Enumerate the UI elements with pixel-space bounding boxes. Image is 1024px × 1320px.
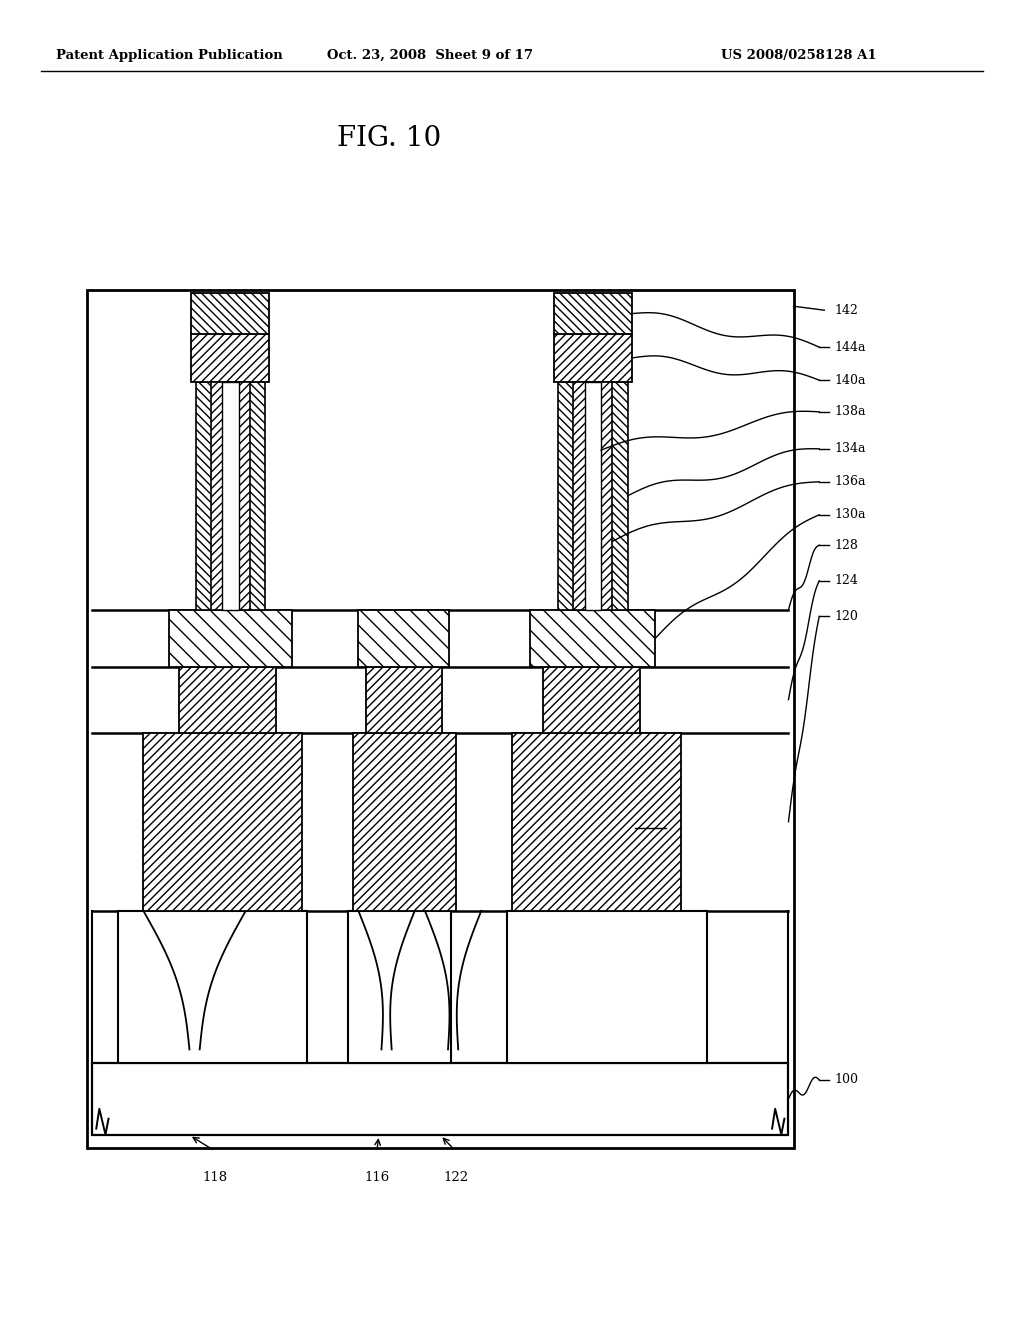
Bar bbox=[558, 381, 628, 610]
Text: 140a: 140a bbox=[835, 374, 866, 387]
Text: 120: 120 bbox=[835, 610, 858, 623]
Bar bbox=[191, 293, 269, 334]
Text: 124: 124 bbox=[835, 574, 858, 587]
Bar bbox=[87, 290, 794, 1148]
Text: 142: 142 bbox=[835, 304, 858, 317]
Bar bbox=[507, 911, 707, 1063]
Bar bbox=[573, 381, 612, 610]
Text: 136a: 136a bbox=[835, 475, 866, 488]
Bar bbox=[143, 733, 302, 911]
Bar bbox=[211, 381, 250, 610]
Text: 144a: 144a bbox=[835, 341, 866, 354]
Text: Oct. 23, 2008  Sheet 9 of 17: Oct. 23, 2008 Sheet 9 of 17 bbox=[327, 49, 534, 62]
Text: 100: 100 bbox=[835, 1073, 858, 1086]
Bar bbox=[118, 911, 307, 1063]
Text: 134a: 134a bbox=[835, 442, 866, 455]
Bar bbox=[554, 293, 632, 334]
Text: 103: 103 bbox=[635, 812, 658, 825]
Bar bbox=[358, 610, 449, 667]
Bar bbox=[222, 381, 239, 610]
Bar bbox=[169, 610, 292, 667]
Bar bbox=[348, 911, 451, 1063]
Text: US 2008/0258128 A1: US 2008/0258128 A1 bbox=[721, 49, 877, 62]
Text: –: – bbox=[105, 1143, 111, 1154]
Text: FIG. 10: FIG. 10 bbox=[337, 125, 441, 152]
Text: 138a: 138a bbox=[835, 405, 866, 418]
Bar bbox=[196, 381, 265, 610]
Text: 116: 116 bbox=[365, 1171, 389, 1184]
Text: Patent Application Publication: Patent Application Publication bbox=[56, 49, 283, 62]
Bar bbox=[554, 334, 632, 381]
Text: 128: 128 bbox=[835, 539, 858, 552]
Text: 122: 122 bbox=[443, 1171, 468, 1184]
Text: 130a: 130a bbox=[835, 508, 866, 521]
Bar bbox=[191, 334, 269, 381]
Bar bbox=[366, 667, 442, 733]
Bar bbox=[530, 610, 655, 667]
Bar bbox=[512, 733, 681, 911]
Bar bbox=[179, 667, 276, 733]
Text: 118: 118 bbox=[203, 1171, 227, 1184]
Bar bbox=[585, 381, 601, 610]
Bar bbox=[543, 667, 640, 733]
Bar bbox=[353, 733, 456, 911]
Bar bbox=[92, 1063, 788, 1135]
